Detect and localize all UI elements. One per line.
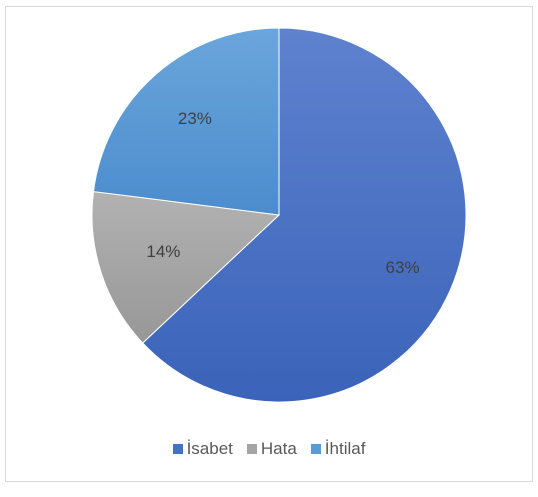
pie-slice-ihtilaf — [92, 27, 280, 216]
legend-item-ihtilaf: İhtilaf — [310, 439, 366, 459]
pie-slice-hata — [91, 191, 281, 344]
data-label-ihtilaf: 23% — [178, 109, 212, 128]
data-label-hata: 14% — [146, 242, 180, 261]
legend: İsabet Hata İhtilaf — [0, 439, 538, 459]
legend-swatch-ihtilaf — [310, 444, 321, 454]
data-label-isabet: 63% — [386, 258, 420, 277]
legend-item-isabet: İsabet — [172, 439, 233, 459]
legend-label-hata: Hata — [260, 439, 297, 458]
legend-label-ihtilaf: İhtilaf — [324, 439, 366, 458]
legend-swatch-hata — [246, 444, 257, 454]
legend-label-isabet: İsabet — [186, 439, 233, 458]
legend-swatch-isabet — [172, 444, 183, 454]
legend-item-hata: Hata — [246, 439, 297, 459]
pie-slice-isabet — [141, 27, 467, 403]
